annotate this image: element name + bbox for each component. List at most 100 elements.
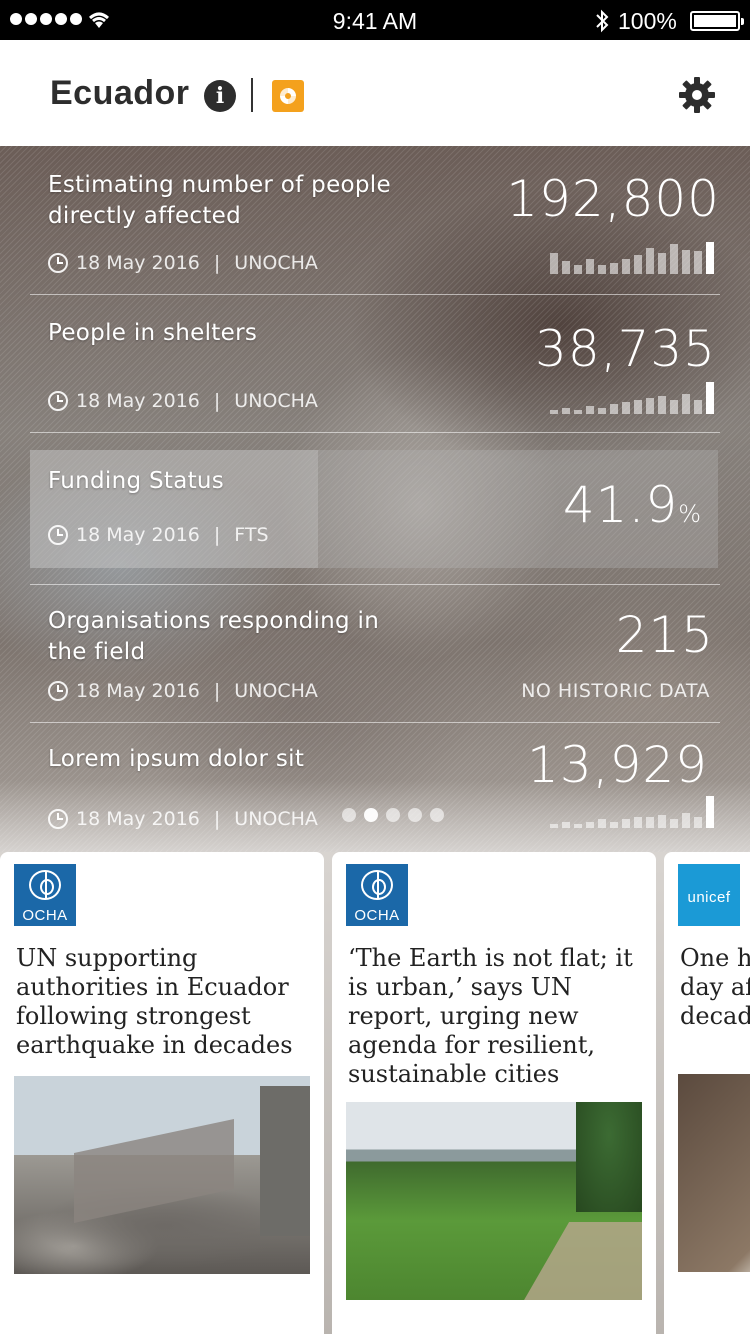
sparkline-bar xyxy=(658,253,666,274)
sparkline-bar xyxy=(682,813,690,828)
news-card[interactable]: OCHA ‘The Earth is not flat; it is urban… xyxy=(332,852,656,1334)
brand-logo-icon[interactable] xyxy=(272,80,304,112)
header-divider xyxy=(251,78,253,112)
status-bar: 9:41 AM 100% xyxy=(0,0,750,40)
stat-people-shelters[interactable]: People in shelters 18 May 2016 | UNOCHA … xyxy=(30,318,720,433)
sparkline-bar xyxy=(598,265,606,274)
stat-people-affected[interactable]: Estimating number of people directly aff… xyxy=(30,170,720,295)
stat-divider xyxy=(30,722,720,723)
stat-meta: 18 May 2016 | UNOCHA xyxy=(48,808,318,830)
page-dot[interactable] xyxy=(386,808,400,822)
stat-date: 18 May 2016 xyxy=(76,390,200,412)
page-dot[interactable] xyxy=(430,808,444,822)
sparkline-bar xyxy=(586,406,594,414)
sparkline-bar xyxy=(610,263,618,274)
ocha-logo: OCHA xyxy=(14,864,76,926)
sparkline-bar xyxy=(646,398,654,414)
unicef-logo: unicef xyxy=(678,864,740,926)
sparkline-bar xyxy=(706,382,714,414)
funding-progress-fill xyxy=(30,450,319,568)
stat-sparkline xyxy=(550,796,714,828)
stat-value: 38,735 xyxy=(535,320,716,378)
news-card[interactable]: OCHA UN supporting authorities in Ecuado… xyxy=(0,852,324,1334)
news-headline[interactable]: ‘The Earth is not flat; it is urban,’ sa… xyxy=(348,944,633,1088)
stat-lorem[interactable]: Lorem ipsum dolor sit 18 May 2016 | UNOC… xyxy=(30,736,720,844)
stat-value: 13,929 xyxy=(527,736,708,794)
page-dot[interactable] xyxy=(408,808,422,822)
battery-percentage: 100% xyxy=(618,8,677,34)
un-emblem-icon xyxy=(29,870,61,900)
sparkline-bar xyxy=(706,796,714,828)
sparkline-bar xyxy=(706,242,714,274)
sparkline-bar xyxy=(658,815,666,828)
sparkline-bar xyxy=(634,255,642,274)
sparkline-bar xyxy=(550,410,558,414)
stat-label: Organisations responding in the field xyxy=(48,608,380,665)
stat-source: UNOCHA xyxy=(234,390,318,412)
country-title[interactable]: Ecuador xyxy=(50,74,190,112)
stat-date: 18 May 2016 xyxy=(76,680,200,702)
sparkline-bar xyxy=(574,824,582,828)
news-headline[interactable]: UN supporting authorities in Ecuador fol… xyxy=(16,944,293,1059)
clock-icon xyxy=(48,681,68,701)
stat-source: UNOCHA xyxy=(234,808,318,830)
stat-funding-status[interactable]: Funding Status 18 May 2016 | FTS 41.9% xyxy=(30,466,720,585)
sparkline-bar xyxy=(622,402,630,414)
news-card[interactable]: unicef One hundred born every day after … xyxy=(664,852,750,1334)
sparkline-bar xyxy=(574,410,582,414)
sparkline-bar xyxy=(694,817,702,828)
page-dot[interactable] xyxy=(364,808,378,822)
sparkline-bar xyxy=(670,400,678,414)
sparkline-bar xyxy=(598,819,606,828)
stat-value: 215 xyxy=(615,606,714,664)
stat-value: 41.9% xyxy=(563,476,702,534)
park-photo[interactable] xyxy=(346,1102,642,1300)
battery-icon xyxy=(690,11,744,31)
stat-meta: 18 May 2016 | FTS xyxy=(48,524,269,546)
page-indicator[interactable] xyxy=(342,808,444,822)
clock-time: 9:41 AM xyxy=(332,8,418,34)
sparkline-bar xyxy=(550,253,558,274)
stat-organisations[interactable]: Organisations responding in the field 18… xyxy=(30,606,720,723)
funding-percent: 41.9 xyxy=(562,476,679,534)
clock-icon xyxy=(48,809,68,829)
sparkline-bar xyxy=(610,822,618,828)
sparkline-bar xyxy=(694,251,702,274)
clock-icon xyxy=(48,391,68,411)
sparkline-bar xyxy=(634,817,642,828)
signal-icon xyxy=(10,13,82,25)
stat-source: UNOCHA xyxy=(234,252,318,274)
stat-meta: 18 May 2016 | UNOCHA xyxy=(48,680,318,702)
stat-label: Funding Status xyxy=(48,468,225,494)
funding-progress-box[interactable] xyxy=(30,450,718,568)
stat-source: FTS xyxy=(234,524,269,546)
stat-meta: 18 May 2016 | UNOCHA xyxy=(48,390,318,412)
sparkline-bar xyxy=(562,261,570,274)
sparkline-bar xyxy=(682,394,690,414)
logo-text: unicef xyxy=(687,889,731,906)
page-dot[interactable] xyxy=(342,808,356,822)
stat-sparkline xyxy=(550,382,714,414)
clock-icon xyxy=(48,253,68,273)
meta-separator: | xyxy=(213,390,221,412)
stat-meta: 18 May 2016 | UNOCHA xyxy=(48,252,318,274)
sparkline-bar xyxy=(562,408,570,414)
news-headline[interactable]: One hundred born every day after worst q… xyxy=(680,944,750,1030)
notebook-photo[interactable] xyxy=(678,1074,750,1272)
sparkline-bar xyxy=(682,250,690,274)
news-carousel[interactable]: OCHA UN supporting authorities in Ecuado… xyxy=(0,852,750,1334)
stat-divider xyxy=(30,294,720,295)
info-icon[interactable]: i xyxy=(204,80,236,112)
earthquake-photo[interactable] xyxy=(14,1076,310,1274)
app-header: Ecuador i xyxy=(0,40,750,146)
stat-source: UNOCHA xyxy=(234,680,318,702)
sparkline-bar xyxy=(646,817,654,828)
ocha-logo: OCHA xyxy=(346,864,408,926)
gear-icon[interactable] xyxy=(678,76,716,114)
meta-separator: | xyxy=(213,680,221,702)
clock-icon xyxy=(48,525,68,545)
funding-unit: % xyxy=(678,500,702,528)
stat-label: Lorem ipsum dolor sit xyxy=(48,746,305,772)
sparkline-bar xyxy=(562,822,570,828)
sparkline-bar xyxy=(598,408,606,414)
